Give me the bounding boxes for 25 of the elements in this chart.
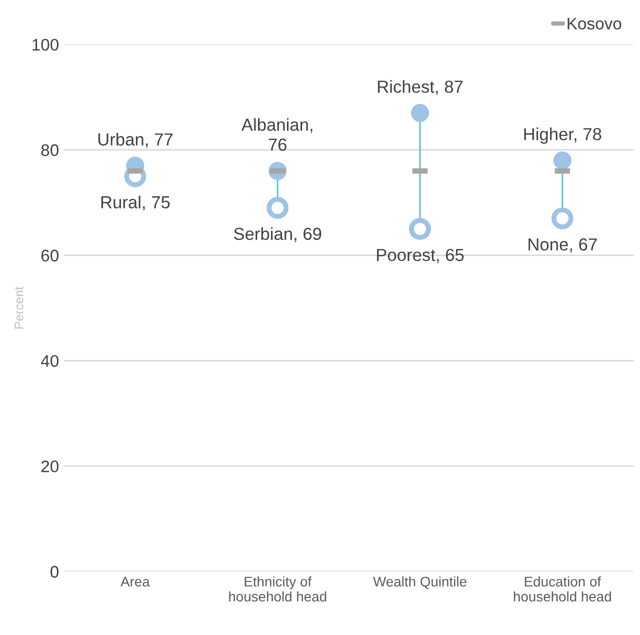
point: [409, 218, 431, 240]
data-label: Urban, 77: [98, 132, 172, 148]
data-label: Richest, 87: [378, 80, 463, 95]
y-tick-label: 60: [41, 250, 58, 262]
data-label: Serbian, 69: [234, 227, 322, 242]
y-tick-label: 40: [40, 355, 58, 367]
x-tick-label: Wealth Quintile: [373, 576, 466, 590]
y-axis-title: Percent: [14, 286, 24, 328]
y-tick-label: 20: [41, 460, 58, 472]
point: [551, 207, 574, 230]
legend-label: Kosovo: [568, 18, 622, 30]
data-label: Poorest, 65: [377, 248, 464, 264]
data-label: None, 67: [528, 238, 597, 253]
point: [553, 151, 572, 170]
point: [266, 196, 289, 219]
point: [410, 104, 430, 122]
data-label: Higher, 78: [524, 128, 602, 144]
y-tick-label: 80: [41, 144, 58, 156]
x-tick-label: Ethnicity of household head: [229, 576, 326, 602]
x-tick-label: Area: [120, 576, 150, 587]
data-label: Rural, 75: [101, 196, 170, 210]
data-label: Albanian, 76: [241, 118, 312, 151]
y-tick-label: 0: [50, 566, 58, 578]
y-tick-label: 100: [32, 38, 58, 51]
x-tick-label: Education of household head: [514, 576, 611, 602]
